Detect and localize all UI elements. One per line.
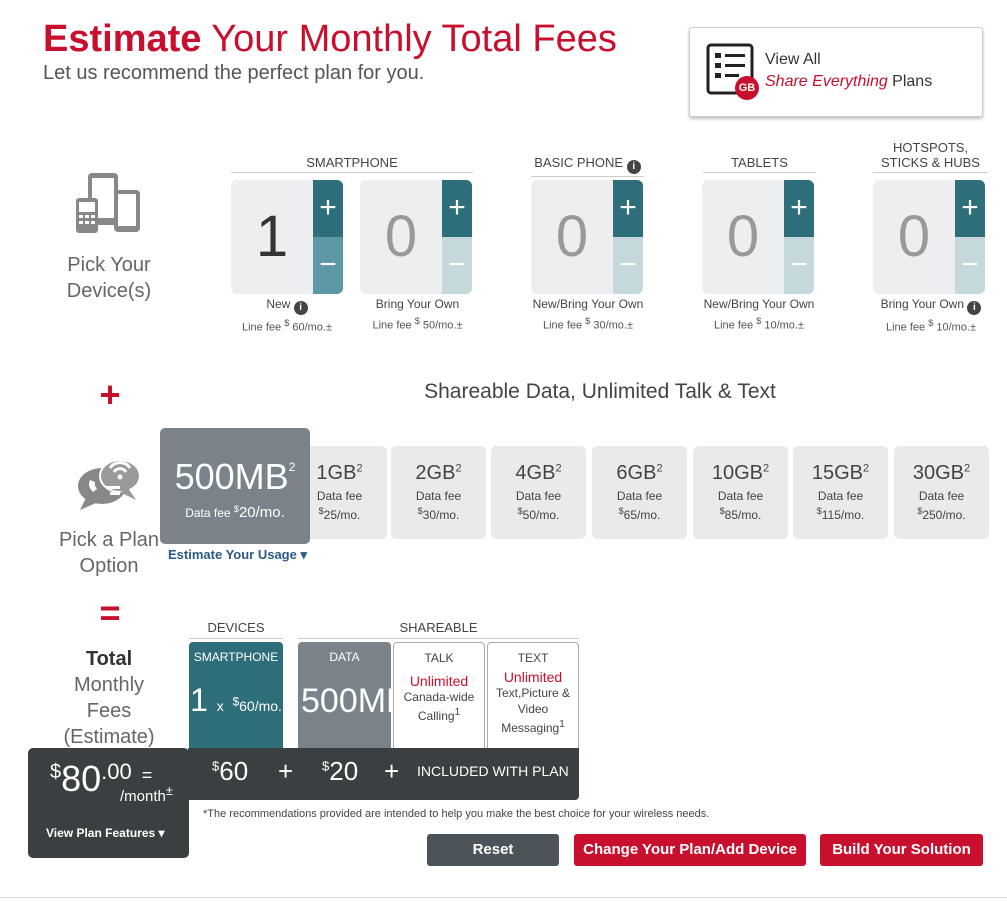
devices-subtotal: $60 <box>212 756 249 786</box>
count-value: 0 <box>360 180 442 294</box>
decrement-button[interactable]: − <box>955 237 985 294</box>
gb-badge: GB <box>735 76 759 100</box>
caption-tablets: New/Bring Your Own Line fee $ 10/mo.± <box>703 297 815 332</box>
plan-option[interactable]: 2GB2 Data fee $30/mo. <box>391 446 486 539</box>
data-subtotal: $20 <box>322 756 359 786</box>
tile-talk: TALK Unlimited Canada-wide Calling1 <box>393 642 485 752</box>
decrement-button[interactable]: − <box>442 237 472 294</box>
count-value: 0 <box>531 180 613 294</box>
fee-summary-bar: $60 + $20 + INCLUDED WITH PLAN <box>188 748 579 800</box>
view-all-label: View All <box>765 51 821 68</box>
included-label: INCLUDED WITH PLAN <box>417 763 569 779</box>
shareable-subheader: SHAREABLE <box>298 620 579 639</box>
page-subtitle: Let us recommend the perfect plan for yo… <box>43 62 425 84</box>
total-amount: $80.00 = <box>50 758 153 799</box>
pick-devices-label: Pick Your Device(s) <box>66 254 152 302</box>
tile-data: DATA 500MB <box>298 642 391 752</box>
divider <box>0 897 1007 898</box>
plan-option[interactable]: 4GB2 Data fee $50/mo. <box>491 446 586 539</box>
counter-smartphone-byo: 0 + − <box>360 180 472 294</box>
category-basic-phone: BASIC PHONE i <box>531 155 644 177</box>
caption-basic-phone: New/Bring Your Own Line fee $ 30/mo.± <box>532 297 644 332</box>
change-plan-button[interactable]: Change Your Plan/Add Device <box>574 834 806 866</box>
estimate-usage-link[interactable]: Estimate Your Usage ▾ <box>168 547 308 562</box>
decrement-button[interactable]: − <box>313 237 343 294</box>
plus-sign: + <box>278 756 294 786</box>
plan-option[interactable]: 10GB2 Data fee $85/mo. <box>693 446 788 539</box>
counter-tablets: 0 + − <box>702 180 814 294</box>
disclaimer-text: *The recommendations provided are intend… <box>203 808 710 820</box>
chat-bubbles-icon <box>78 459 141 510</box>
chevron-down-icon: ▾ <box>300 547 308 562</box>
count-value: 0 <box>873 180 955 294</box>
info-icon[interactable]: i <box>626 160 641 174</box>
counter-basic-phone: 0 + − <box>531 180 643 294</box>
tile-text: TEXT Unlimited Text,Picture & Video Mess… <box>487 642 579 752</box>
view-all-plans-button[interactable]: GB View All Share Everything Plans <box>689 27 983 117</box>
devices-icon <box>76 173 140 233</box>
reset-button[interactable]: Reset <box>427 834 559 866</box>
info-icon[interactable]: i <box>967 301 982 315</box>
build-solution-button[interactable]: Build Your Solution <box>820 834 983 866</box>
decrement-button[interactable]: − <box>613 237 643 294</box>
plan-option[interactable]: 6GB2 Data fee $65/mo. <box>592 446 687 539</box>
total-amount-box: $80.00 = /month± View Plan Features ▾ <box>28 748 189 858</box>
decrement-button[interactable]: − <box>784 237 814 294</box>
chevron-down-icon: ▾ <box>158 826 165 840</box>
caption-smartphone-byo: Bring Your Own Line fee $ 50/mo.± <box>372 297 463 332</box>
counter-smartphone-new: 1 + − <box>231 180 343 294</box>
tile-smartphone: SMARTPHONE 1 x $60/mo. <box>189 642 283 752</box>
increment-button[interactable]: + <box>784 180 814 237</box>
per-month-label: /month± <box>120 784 173 805</box>
devices-header: DEVICES <box>189 620 283 639</box>
category-tablets: TABLETS <box>703 155 816 173</box>
pick-plan-label: Pick a Plan Option <box>58 529 160 577</box>
plan-option-selected[interactable]: 500MB2 Data fee $20/mo. <box>160 428 310 544</box>
increment-button[interactable]: + <box>955 180 985 237</box>
info-icon[interactable]: i <box>293 301 308 315</box>
plan-option[interactable]: 30GB2 Data fee $250/mo. <box>894 446 989 539</box>
count-value: 1 <box>231 180 313 294</box>
counter-hotspots: 0 + − <box>873 180 985 294</box>
view-plan-features-link[interactable]: View Plan Features ▾ <box>46 826 165 840</box>
caption-smartphone-new: New i Line fee $ 60/mo.± <box>241 297 333 334</box>
count-value: 0 <box>702 180 784 294</box>
increment-button[interactable]: + <box>613 180 643 237</box>
plus-operator: + <box>99 374 121 415</box>
category-hotspots: HOTSPOTS, STICKS & HUBS <box>873 140 988 173</box>
share-everything-label: Share Everything Plans <box>765 73 933 90</box>
total-fees-label: Total Monthly Fees (Estimate) <box>63 648 155 748</box>
page-title: Estimate Your Monthly Total Fees <box>43 18 617 60</box>
equals-operator: = <box>99 592 121 633</box>
plus-sign: + <box>384 756 400 786</box>
shareable-header: Shareable Data, Unlimited Talk & Text <box>424 380 776 403</box>
increment-button[interactable]: + <box>442 180 472 237</box>
plan-option[interactable]: 15GB2 Data fee $115/mo. <box>793 446 888 539</box>
caption-hotspots: Bring Your Own i Line fee $ 10/mo.± <box>866 296 996 337</box>
category-smartphone: SMARTPHONE <box>231 155 473 173</box>
increment-button[interactable]: + <box>313 180 343 237</box>
